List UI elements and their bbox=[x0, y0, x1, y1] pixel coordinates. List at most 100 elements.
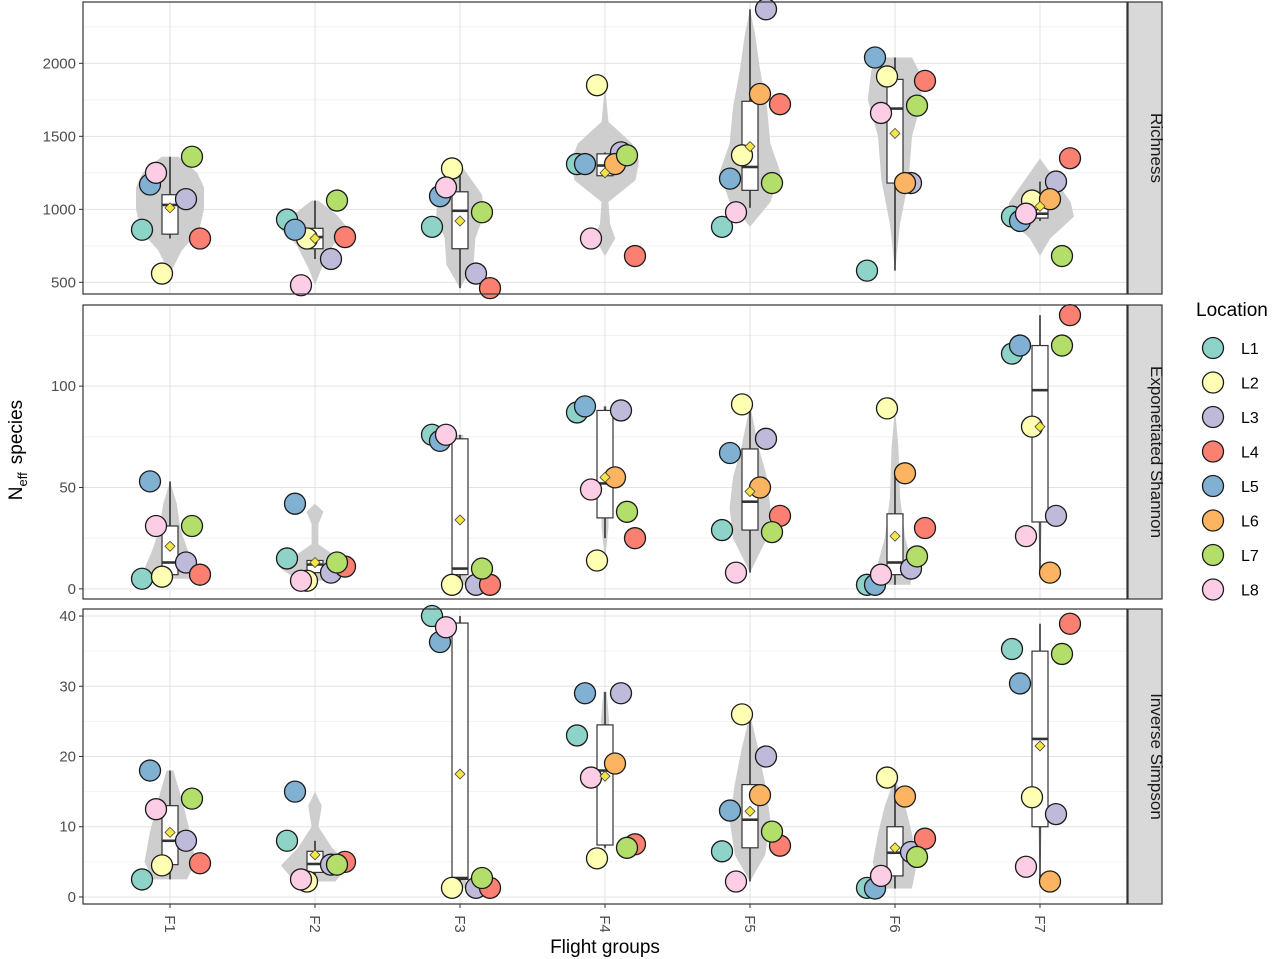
legend-key-l6 bbox=[1201, 509, 1225, 532]
mean-marker bbox=[599, 770, 611, 782]
point-l1 bbox=[710, 840, 734, 863]
point-l4 bbox=[913, 69, 937, 92]
point-l5 bbox=[573, 152, 597, 176]
x-tick-label-f3: F3 bbox=[451, 915, 468, 933]
legend-label-l4: L4 bbox=[1241, 445, 1259, 462]
group-f1 bbox=[130, 145, 212, 285]
point-l4 bbox=[1058, 612, 1082, 635]
point-l4 bbox=[188, 563, 212, 586]
point-l5 bbox=[283, 218, 307, 241]
point-l2 bbox=[150, 565, 174, 588]
group-f1 bbox=[130, 470, 212, 590]
point-l7 bbox=[1050, 642, 1074, 666]
group-f4 bbox=[565, 395, 647, 572]
point-l8 bbox=[144, 161, 168, 184]
point-l1 bbox=[130, 567, 154, 590]
facet-strip-label: Exponetiated Shannon bbox=[1147, 366, 1166, 538]
panel-border bbox=[82, 1, 1128, 295]
point-l8 bbox=[724, 561, 748, 584]
facet-panel-richness: 500 1000 1500 2000 Richness bbox=[43, 0, 1166, 300]
point-l8 bbox=[724, 870, 748, 893]
legend-title: Location bbox=[1196, 300, 1268, 321]
point-l8 bbox=[869, 864, 893, 888]
mean-marker bbox=[889, 530, 901, 542]
group-f3 bbox=[420, 604, 502, 899]
point-l7 bbox=[615, 836, 639, 859]
point-l3 bbox=[174, 187, 198, 211]
point-l3 bbox=[1044, 802, 1068, 826]
mean-marker bbox=[1034, 200, 1046, 212]
point-l8 bbox=[289, 274, 313, 297]
legend-label-l1: L1 bbox=[1241, 341, 1259, 358]
point-l2 bbox=[875, 397, 899, 420]
point-l8 bbox=[869, 563, 893, 586]
point-l6 bbox=[893, 462, 917, 485]
point-l7 bbox=[905, 845, 929, 869]
point-l7 bbox=[325, 551, 349, 574]
y-tick-label: 20 bbox=[59, 749, 76, 766]
y-axis-title-main: N bbox=[6, 486, 27, 500]
group-f7 bbox=[1000, 612, 1082, 893]
point-l2 bbox=[150, 854, 174, 877]
point-l1 bbox=[565, 724, 589, 747]
y-tick-label: 40 bbox=[59, 608, 76, 625]
x-tick-label-f4: F4 bbox=[596, 915, 613, 933]
group-f1 bbox=[130, 759, 212, 891]
group-f4 bbox=[565, 682, 647, 870]
point-l2 bbox=[150, 262, 174, 285]
point-l7 bbox=[325, 189, 349, 212]
point-l8 bbox=[434, 423, 458, 446]
point-l8 bbox=[1014, 202, 1038, 225]
point-l8 bbox=[1014, 524, 1038, 548]
y-axis-title: Neff species bbox=[6, 400, 30, 500]
mean-marker bbox=[599, 471, 611, 483]
point-l7 bbox=[470, 557, 494, 580]
panel-border bbox=[82, 304, 1128, 600]
y-tick-label: 500 bbox=[51, 274, 76, 291]
point-l8 bbox=[579, 766, 603, 789]
group-f7 bbox=[1000, 147, 1082, 268]
legend-label-l7: L7 bbox=[1241, 548, 1259, 565]
mean-marker bbox=[309, 849, 321, 861]
point-l7 bbox=[180, 514, 204, 538]
group-f7 bbox=[1000, 303, 1082, 584]
mean-marker bbox=[164, 540, 176, 552]
point-l1 bbox=[130, 868, 154, 891]
mean-marker bbox=[309, 556, 321, 569]
x-axis-title: Flight groups bbox=[550, 937, 660, 958]
group-f2 bbox=[275, 780, 357, 893]
mean-marker bbox=[599, 167, 611, 179]
point-l4 bbox=[478, 277, 502, 300]
legend-label-l3: L3 bbox=[1241, 410, 1259, 427]
point-l5 bbox=[863, 46, 887, 69]
point-l2 bbox=[585, 549, 609, 572]
y-tick-label: 2000 bbox=[43, 55, 76, 72]
x-tick-label-f1: F1 bbox=[161, 915, 178, 933]
mean-marker bbox=[454, 768, 466, 780]
point-l8 bbox=[434, 616, 458, 639]
point-l4 bbox=[188, 852, 212, 875]
point-l7 bbox=[470, 201, 494, 224]
point-l7 bbox=[615, 144, 639, 167]
point-l2 bbox=[1020, 786, 1044, 809]
x-axis: F1 F2 F3 F4 F5 F6 F7 bbox=[161, 904, 1048, 933]
legend-label-l6: L6 bbox=[1241, 514, 1259, 531]
point-l4 bbox=[333, 225, 357, 249]
mean-marker bbox=[744, 805, 756, 817]
point-l7 bbox=[180, 787, 204, 810]
x-tick-label-f6: F6 bbox=[886, 915, 903, 933]
facet-strip-label: Richness bbox=[1147, 113, 1166, 183]
point-l3 bbox=[1044, 504, 1068, 528]
point-l3 bbox=[609, 682, 633, 705]
mean-marker bbox=[164, 202, 176, 214]
mean-marker bbox=[309, 232, 321, 245]
legend-key-l7 bbox=[1201, 543, 1225, 567]
point-l8 bbox=[579, 227, 603, 250]
point-l2 bbox=[440, 876, 464, 899]
point-l3 bbox=[174, 829, 198, 852]
point-l8 bbox=[144, 514, 168, 538]
point-l3 bbox=[754, 745, 778, 768]
y-tick-label: 0 bbox=[68, 581, 76, 598]
point-l1 bbox=[275, 547, 299, 570]
point-l6 bbox=[893, 785, 917, 808]
